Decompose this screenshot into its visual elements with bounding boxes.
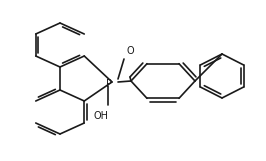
Text: OH: OH — [94, 111, 109, 121]
Text: O: O — [126, 46, 134, 56]
Text: P: P — [106, 79, 112, 89]
